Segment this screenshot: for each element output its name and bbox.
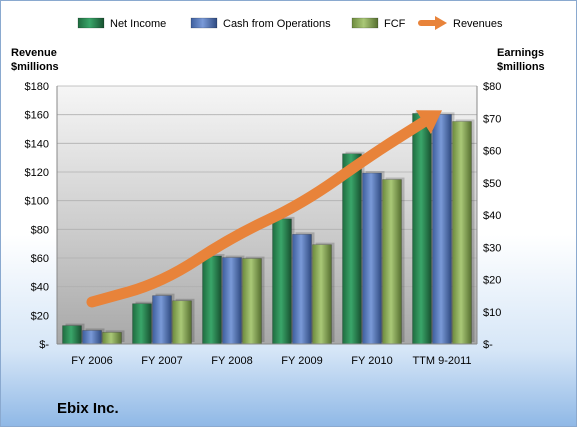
legend: Net Income Cash from Operations FCF Revenue… [77,16,503,30]
legend-swatch [190,17,218,29]
bar [362,172,382,345]
bar [272,218,292,345]
revenue-arrowhead [415,110,442,134]
revenue-line [86,116,429,308]
axis-layer: $- $20 $40 $60 $80 $100 $120 $140 $160 $180 $- $10 $… [11,47,545,367]
legend-label: Cash from Operations [223,18,331,30]
y-right-tick-label: $70 [483,113,501,125]
x-tick-label: FY 2008 [211,355,252,367]
y-left-tick-label: $80 [31,224,49,236]
y-left-tick-label: $160 [25,110,49,122]
x-tick-label: FY 2007 [141,355,182,367]
y-right-tick-label: $50 [483,178,501,190]
y-left-axis-title: $millions [11,61,59,73]
x-tick-label: FY 2006 [71,355,112,367]
bar [292,234,312,345]
bar [432,114,452,345]
y-left-tick-label: $120 [25,167,49,179]
y-left-tick-label: $60 [31,253,49,265]
bars-layer [62,111,475,345]
y-left-tick-label: $20 [31,310,49,322]
bar [242,258,262,345]
legend-label: Net Income [110,18,166,30]
y-right-tick-label: $- [483,339,493,351]
bar [82,330,102,345]
bar [152,295,172,345]
y-right-tick-label: $30 [483,242,501,254]
y-left-tick-label: $- [39,339,49,351]
y-left-tick-label: $40 [31,282,49,294]
y-left-tick-label: $140 [25,138,49,150]
x-tick-label: FY 2009 [281,355,322,367]
y-right-tick-label: $20 [483,275,501,287]
legend-swatch-arrow [435,16,447,30]
legend-swatch [351,17,379,29]
y-right-axis-title: Earnings [497,47,544,59]
bar [222,257,242,345]
legend-label: FCF [384,18,406,30]
y-right-tick-label: $80 [483,81,501,93]
bar [312,244,332,345]
y-left-tick-label: $180 [25,81,49,93]
legend-label: Revenues [453,18,503,30]
y-right-tick-label: $10 [483,307,501,319]
bar [62,325,82,345]
y-left-tick-label: $100 [25,196,49,208]
bar [452,121,472,345]
y-right-axis-title: $millions [497,61,545,73]
bar [382,179,402,345]
x-tick-label: FY 2010 [351,355,392,367]
bar [412,113,432,345]
y-right-tick-label: $60 [483,146,501,158]
bar [202,255,222,345]
y-right-tick-label: $40 [483,210,501,222]
line-layer [86,110,442,308]
bar [342,153,362,345]
chart-title: Ebix Inc. [57,400,119,417]
y-left-axis-title: Revenue [11,47,57,59]
bar [132,303,152,345]
legend-swatch [77,17,105,29]
bar [172,300,192,345]
x-tick-label: TTM 9-2011 [412,355,471,367]
bar [102,332,122,345]
